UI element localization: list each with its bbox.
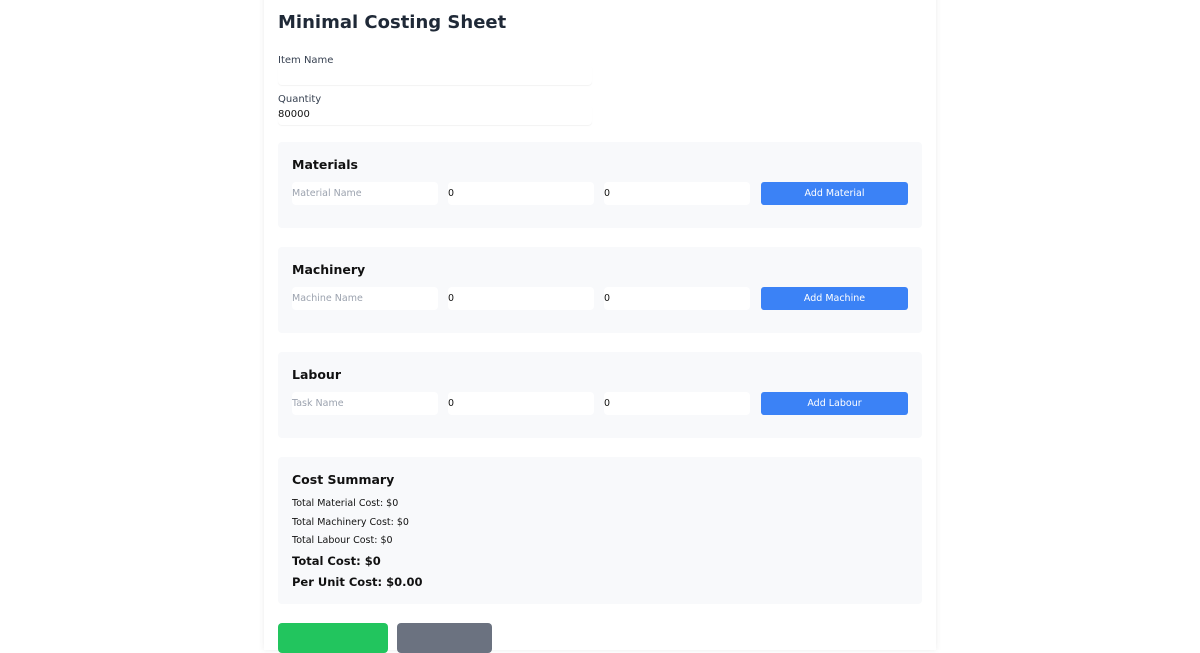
total-machinery-cost: Total Machinery Cost: $0 bbox=[292, 517, 409, 528]
quantity-label: Quantity bbox=[278, 94, 322, 105]
machine-name-input[interactable]: Machine Name bbox=[292, 287, 438, 310]
page-title: Minimal Costing Sheet bbox=[278, 12, 507, 33]
item-name-label: Item Name bbox=[278, 55, 334, 66]
task-name-input[interactable]: Task Name bbox=[292, 392, 438, 415]
machine-rate-input[interactable]: 0 bbox=[604, 287, 750, 310]
costing-card: Minimal Costing Sheet Item Name Quantity… bbox=[264, 0, 936, 653]
labour-hours-input[interactable]: 0 bbox=[448, 392, 594, 415]
section-title: Machinery bbox=[292, 262, 366, 277]
section-title: Labour bbox=[292, 367, 341, 382]
material-cost-input[interactable]: 0 bbox=[604, 182, 750, 205]
add-machine-button[interactable]: Add Machine bbox=[761, 287, 908, 310]
section-title: Materials bbox=[292, 157, 358, 172]
item-name-input[interactable] bbox=[278, 65, 592, 85]
secondary-action-button[interactable] bbox=[397, 623, 492, 653]
materials-section: Materials Material Name 0 0 Add Material bbox=[278, 142, 922, 228]
total-labour-cost: Total Labour Cost: $0 bbox=[292, 535, 393, 546]
material-name-input[interactable]: Material Name bbox=[292, 182, 438, 205]
total-material-cost: Total Material Cost: $0 bbox=[292, 498, 399, 509]
cost-summary-section: Cost Summary Total Material Cost: $0 Tot… bbox=[278, 457, 922, 604]
primary-action-button[interactable] bbox=[278, 623, 388, 653]
quantity-input[interactable]: 80000 bbox=[278, 105, 592, 125]
total-cost: Total Cost: $0 bbox=[292, 554, 381, 568]
material-quantity-input[interactable]: 0 bbox=[448, 182, 594, 205]
add-labour-button[interactable]: Add Labour bbox=[761, 392, 908, 415]
labour-section: Labour Task Name 0 0 Add Labour bbox=[278, 352, 922, 438]
per-unit-cost: Per Unit Cost: $0.00 bbox=[292, 575, 423, 589]
section-title: Cost Summary bbox=[292, 472, 395, 487]
machine-hours-input[interactable]: 0 bbox=[448, 287, 594, 310]
labour-rate-input[interactable]: 0 bbox=[604, 392, 750, 415]
add-material-button[interactable]: Add Material bbox=[761, 182, 908, 205]
machinery-section: Machinery Machine Name 0 0 Add Machine bbox=[278, 247, 922, 333]
